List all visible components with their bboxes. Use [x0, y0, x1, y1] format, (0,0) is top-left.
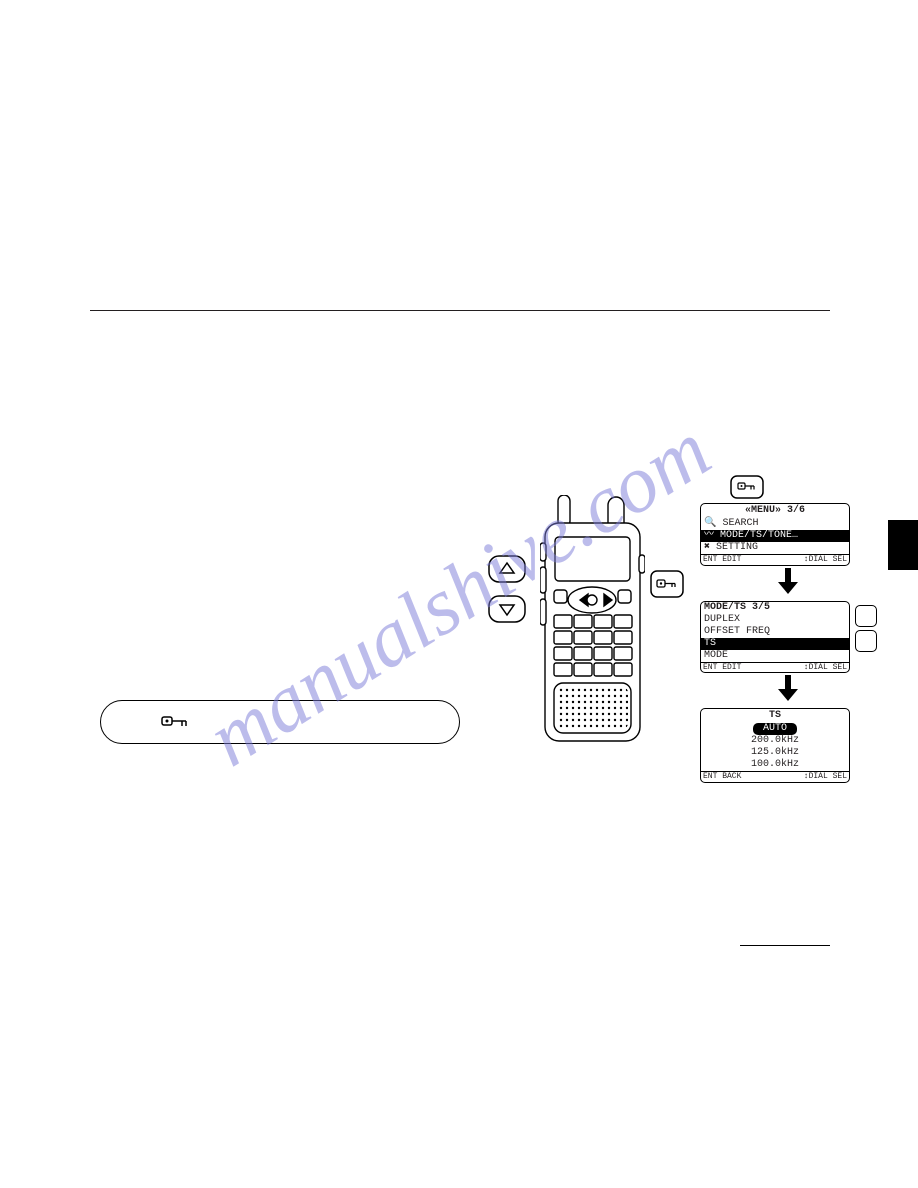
- page: «MENU» 3/6 🔍 SEARCH 〰 MODE/TS/TONE… ✖ SE…: [0, 0, 918, 1188]
- screen-sequence: «MENU» 3/6 🔍 SEARCH 〰 MODE/TS/TONE… ✖ SE…: [700, 475, 875, 783]
- modets-row-ts: TS: [701, 638, 849, 650]
- ts-row-125: 125.0kHz: [701, 747, 849, 759]
- side-button-1: [855, 605, 877, 627]
- lock-icon-small: [730, 475, 764, 502]
- bottom-rule: [740, 945, 830, 946]
- key-lock-icon: [161, 713, 189, 732]
- screen-ts: TS AUTO 200.0kHz 125.0kHz 100.0kHz ENT B…: [700, 708, 850, 783]
- ts-rows: AUTO 200.0kHz 125.0kHz 100.0kHz: [701, 723, 849, 771]
- modets-row-duplex: DUPLEX: [701, 614, 849, 626]
- figure-group: «MENU» 3/6 🔍 SEARCH 〰 MODE/TS/TONE… ✖ SE…: [480, 475, 880, 895]
- ts-row-auto: AUTO: [753, 723, 797, 735]
- ts-row-200: 200.0kHz: [701, 735, 849, 747]
- arrow-down-1: [700, 568, 875, 599]
- screen-ts-title: TS: [701, 709, 849, 723]
- lock-button: [650, 570, 684, 601]
- screen-menu-title: «MENU» 3/6: [701, 504, 849, 518]
- ts-row-100: 100.0kHz: [701, 759, 849, 771]
- side-button-2: [855, 630, 877, 652]
- nav-up-button: [488, 555, 526, 586]
- section-divider: [90, 310, 830, 311]
- menu-row-mode: 〰 MODE/TS/TONE…: [701, 530, 849, 542]
- screen-menu-footer: ENT EDIT ↕DIAL SEL: [701, 554, 849, 565]
- side-tab: [888, 520, 918, 570]
- nav-down-button: [488, 595, 526, 626]
- radio-drawing: [540, 495, 645, 748]
- modets-row-offset: OFFSET FREQ: [701, 626, 849, 638]
- screen-modets: MODE/TS 3/5 DUPLEX OFFSET FREQ TS MODE E…: [700, 601, 850, 674]
- menu-row-search: 🔍 SEARCH: [701, 518, 849, 530]
- menu-row-setting: ✖ SETTING: [701, 542, 849, 554]
- modets-row-mode: MODE: [701, 650, 849, 662]
- screen-modets-footer: ENT EDIT ↕DIAL SEL: [701, 662, 849, 673]
- screen-modets-title: MODE/TS 3/5: [701, 602, 849, 614]
- key-callout-box: [100, 700, 460, 744]
- arrow-down-2: [700, 675, 875, 706]
- screen-ts-footer: ENT BACK ↕DIAL SEL: [701, 771, 849, 782]
- screen-menu: «MENU» 3/6 🔍 SEARCH 〰 MODE/TS/TONE… ✖ SE…: [700, 503, 850, 566]
